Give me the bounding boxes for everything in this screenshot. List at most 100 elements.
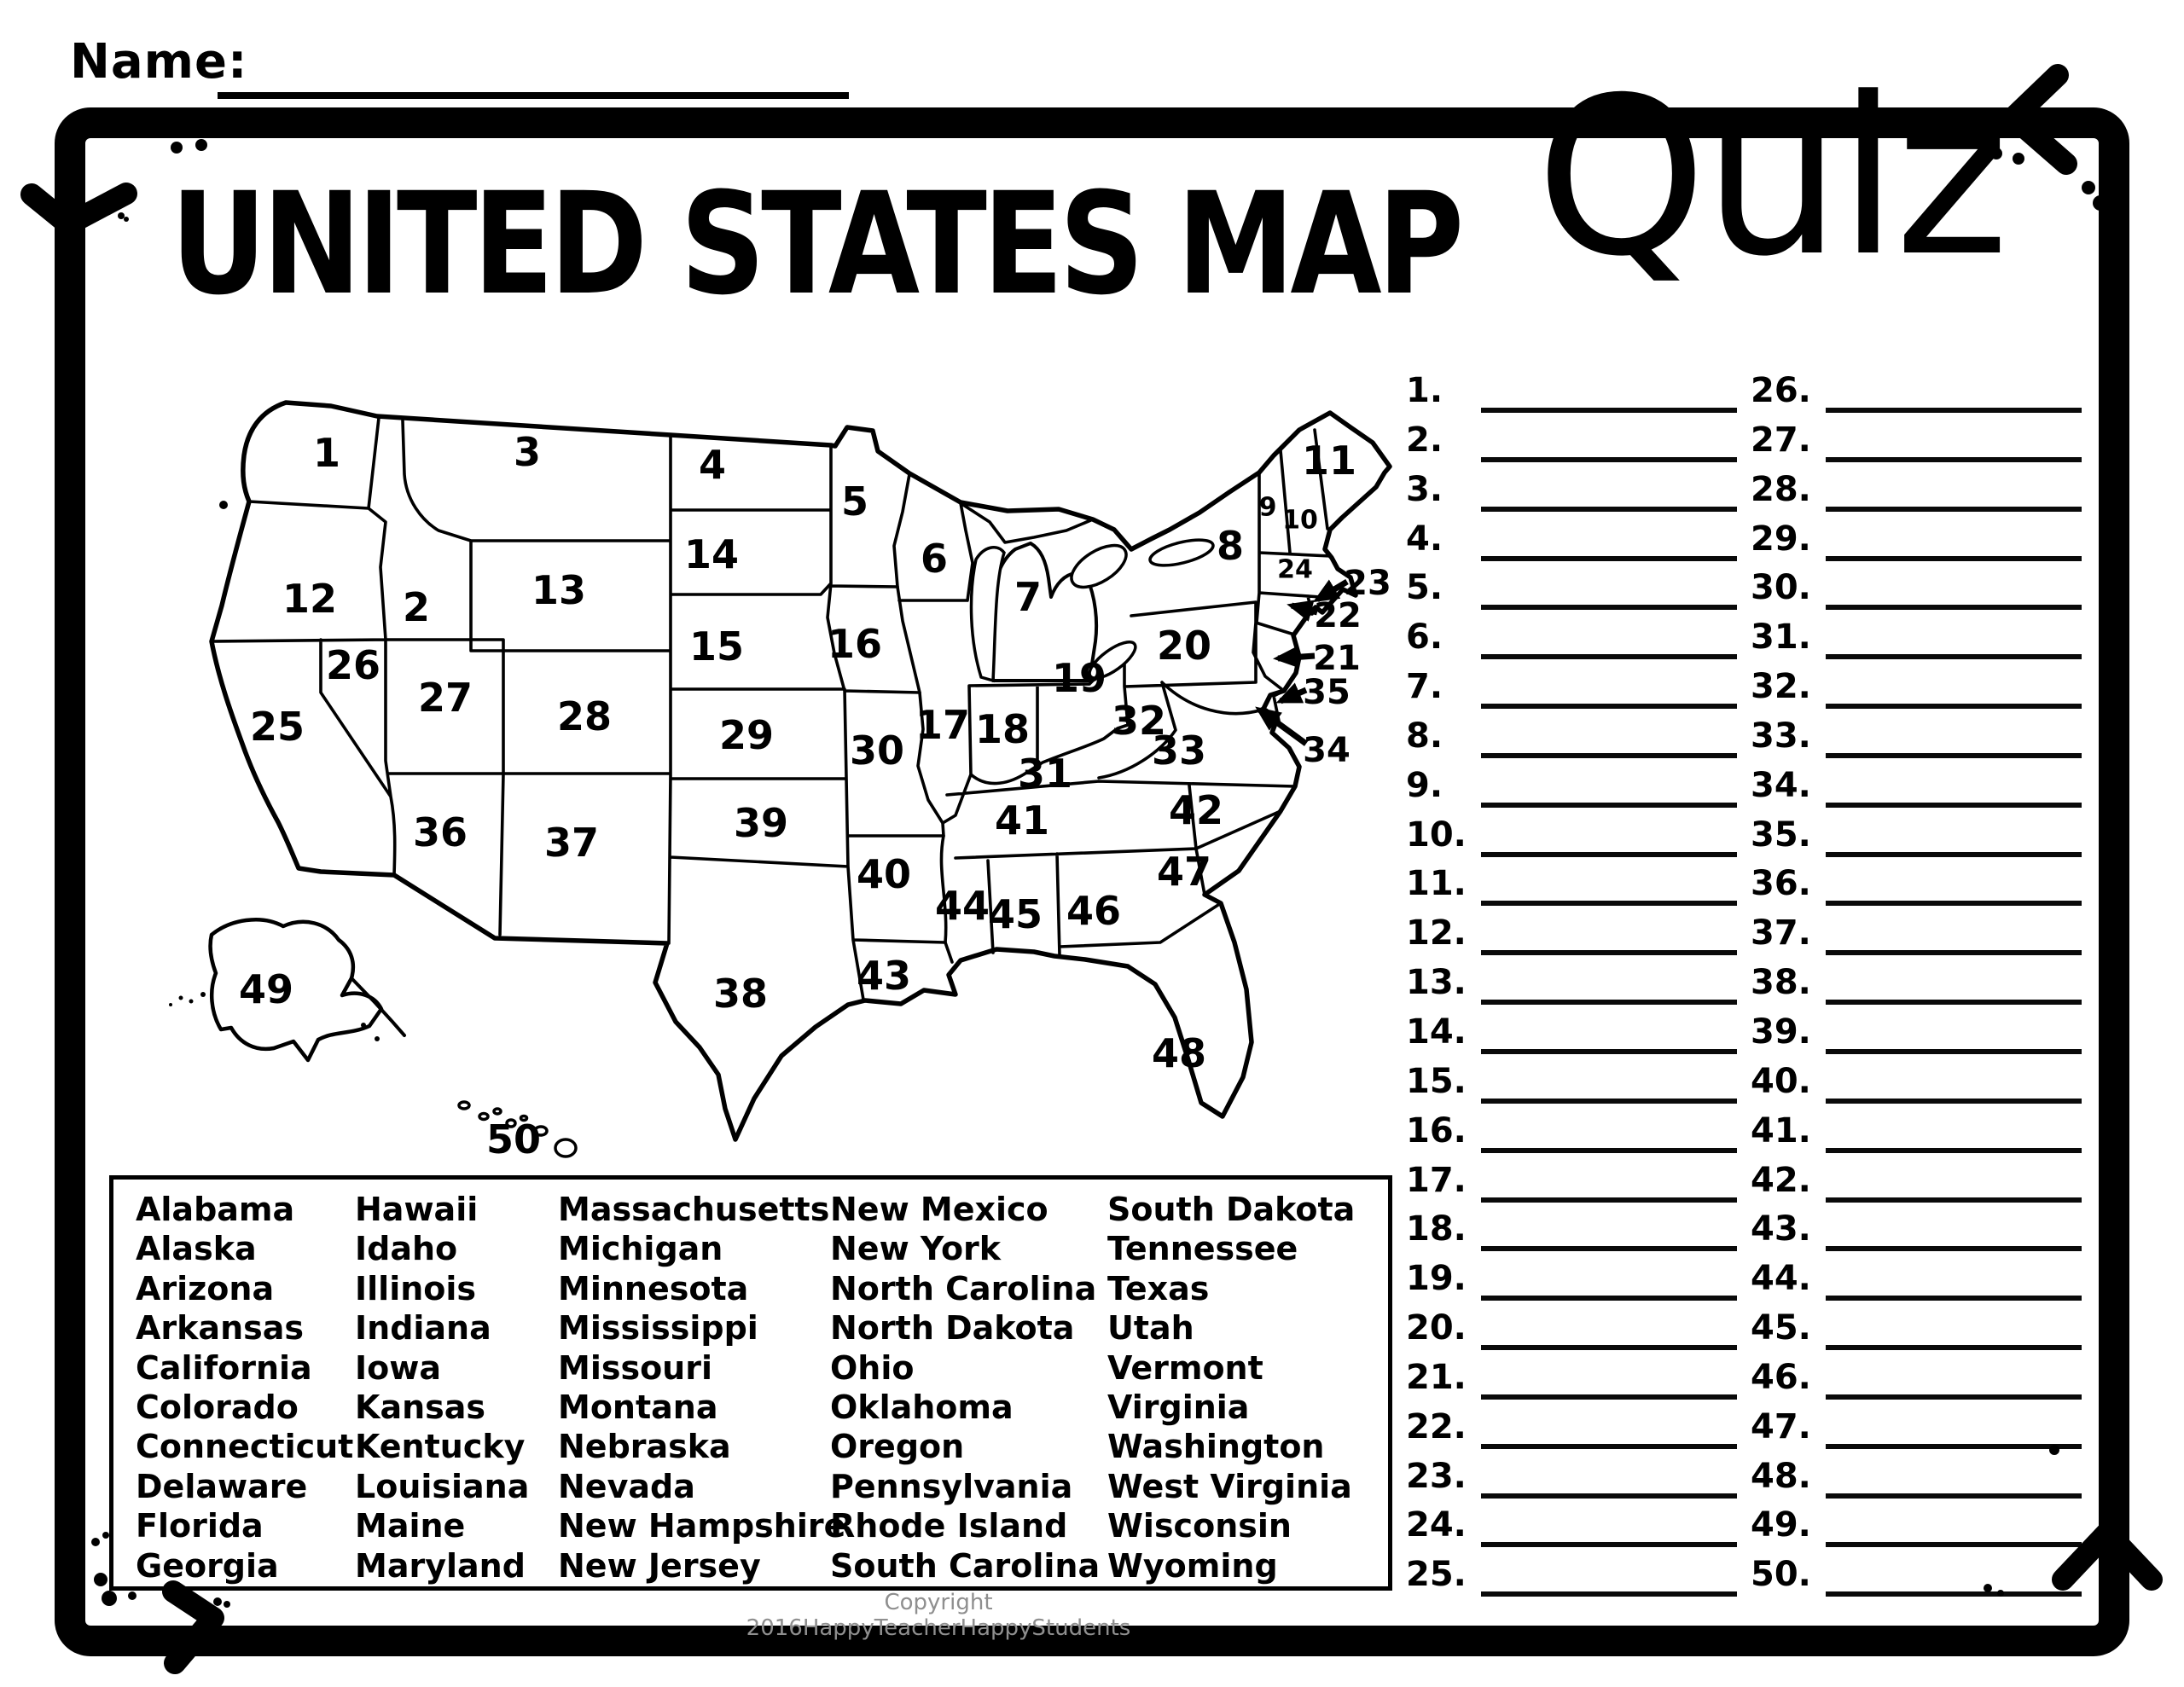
answer-row: 48.: [1751, 1458, 2082, 1507]
answer-blank-line[interactable]: [1826, 1408, 2082, 1449]
answer-blank-line[interactable]: [1481, 1408, 1737, 1449]
answer-blank-line[interactable]: [1826, 618, 2082, 660]
answer-blank-line[interactable]: [1826, 865, 2082, 907]
answer-blank-line[interactable]: [1826, 668, 2082, 710]
answer-blank-line[interactable]: [1826, 1458, 2082, 1499]
answer-blank-line[interactable]: [1826, 569, 2082, 611]
answer-blank-line[interactable]: [1481, 1013, 1737, 1054]
answer-blank-line[interactable]: [1826, 1063, 2082, 1104]
answer-number: 49.: [1751, 1505, 1811, 1545]
word-bank-state: Colorado: [136, 1388, 299, 1427]
answer-blank-line[interactable]: [1481, 865, 1737, 907]
word-bank-state: New York: [830, 1230, 1002, 1268]
answer-blank-line[interactable]: [1826, 914, 2082, 956]
answer-blank-line[interactable]: [1826, 421, 2082, 462]
answer-row: 33.: [1751, 717, 2082, 767]
answer-number: 3.: [1406, 469, 1443, 509]
lake-ontario: [1148, 538, 1215, 567]
answer-blank-line[interactable]: [1481, 471, 1737, 512]
answer-blank-line[interactable]: [1481, 914, 1737, 956]
answer-blank-line[interactable]: [1826, 1013, 2082, 1054]
name-blank-line[interactable]: [218, 44, 849, 99]
answer-blank-line[interactable]: [1481, 1359, 1737, 1400]
answer-number: 6.: [1406, 617, 1443, 658]
answer-blank-line[interactable]: [1481, 421, 1737, 462]
answer-blank-line[interactable]: [1826, 717, 2082, 758]
word-bank-column: South Dakota Tennessee Texas Utah Vermont Vir…: [1107, 1190, 1355, 1586]
callout-arrow-icon: [1287, 600, 1318, 622]
hawaii-islands: [457, 1100, 578, 1158]
word-bank-state: Virginia: [1107, 1388, 1250, 1427]
answer-blank-line[interactable]: [1481, 372, 1737, 413]
answer-blank-line[interactable]: [1826, 1556, 2082, 1597]
answer-blank-line[interactable]: [1481, 1162, 1737, 1203]
answer-row: 13.: [1406, 964, 1737, 1013]
answer-blank-line[interactable]: [1826, 1260, 2082, 1301]
answer-blank-line[interactable]: [1826, 964, 2082, 1006]
answer-blank-line[interactable]: [1481, 767, 1737, 808]
word-bank-state: Delaware: [136, 1467, 308, 1505]
answer-blank-line[interactable]: [1481, 717, 1737, 758]
state-number-label: 45: [988, 891, 1043, 937]
answer-blank-line[interactable]: [1826, 372, 2082, 413]
state-number-label: 10: [1282, 506, 1318, 536]
answer-number: 18.: [1406, 1209, 1467, 1249]
word-bank-state: Oregon: [830, 1428, 965, 1466]
answer-blank-line[interactable]: [1481, 1112, 1737, 1153]
answer-number: 13.: [1406, 963, 1467, 1003]
answer-blank-line[interactable]: [1481, 668, 1737, 710]
answer-blank-line[interactable]: [1826, 1210, 2082, 1252]
state-number-label: 12: [282, 576, 337, 622]
answer-blank-line[interactable]: [1481, 520, 1737, 561]
word-bank-column: Massachusetts Michigan Minnesota Mississipp…: [558, 1190, 845, 1586]
answer-row: 4.: [1406, 520, 1737, 570]
answer-number: 45.: [1751, 1308, 1811, 1348]
answer-blank-line[interactable]: [1481, 1210, 1737, 1252]
state-number-label: 23: [1344, 564, 1391, 603]
answer-blank-line[interactable]: [1826, 1359, 2082, 1400]
state-number-label: 35: [1303, 673, 1350, 712]
answer-blank-line[interactable]: [1481, 964, 1737, 1006]
answer-blank-line[interactable]: [1481, 816, 1737, 857]
word-bank-state: Florida: [136, 1507, 264, 1545]
lake-erie: [1088, 641, 1137, 680]
answer-blank-line[interactable]: [1826, 767, 2082, 808]
answer-row: 1.: [1406, 372, 1737, 421]
page-title: UNITED STATES MAP: [171, 162, 1464, 326]
word-bank-state: New Mexico: [830, 1191, 1048, 1228]
answer-row: 31.: [1751, 618, 2082, 668]
answer-blank-line[interactable]: [1826, 1162, 2082, 1203]
answer-blank-line[interactable]: [1481, 569, 1737, 611]
state-number-label: 31: [1018, 751, 1072, 797]
answer-number: 9.: [1406, 765, 1443, 805]
answer-row: 37.: [1751, 914, 2082, 964]
answer-blank-line[interactable]: [1481, 1063, 1737, 1104]
word-bank-column: New Mexico New York North Carolina North Da…: [830, 1190, 1100, 1586]
answer-blank-line[interactable]: [1481, 1458, 1737, 1499]
answer-blank-line[interactable]: [1826, 520, 2082, 561]
answer-blank-line[interactable]: [1481, 1260, 1737, 1301]
answer-blank-line[interactable]: [1481, 1556, 1737, 1597]
answer-row: 11.: [1406, 865, 1737, 914]
answer-number: 7.: [1406, 667, 1443, 707]
word-bank-state: North Dakota: [830, 1309, 1075, 1348]
answer-blank-line[interactable]: [1826, 816, 2082, 857]
answer-row: 35.: [1751, 816, 2082, 866]
callout-arrow-icon: [1273, 646, 1316, 669]
answer-blank-line[interactable]: [1826, 471, 2082, 512]
word-bank-state: Arkansas: [136, 1309, 304, 1348]
callout-arrow-icon: [1255, 706, 1309, 746]
answer-row: 12.: [1406, 914, 1737, 964]
answer-blank-line[interactable]: [1481, 1309, 1737, 1351]
answer-blank-line[interactable]: [1826, 1506, 2082, 1548]
answer-row: 16.: [1406, 1112, 1737, 1162]
word-bank-state: Idaho: [355, 1230, 458, 1268]
answer-number: 27.: [1751, 420, 1811, 460]
answer-blank-line[interactable]: [1481, 618, 1737, 660]
answer-blank-line[interactable]: [1826, 1309, 2082, 1351]
answer-row: 45.: [1751, 1309, 2082, 1359]
answer-blank-line[interactable]: [1826, 1112, 2082, 1153]
state-number-label: 33: [1152, 728, 1206, 774]
answer-blank-line[interactable]: [1481, 1506, 1737, 1548]
word-bank-state: Indiana: [355, 1309, 491, 1348]
